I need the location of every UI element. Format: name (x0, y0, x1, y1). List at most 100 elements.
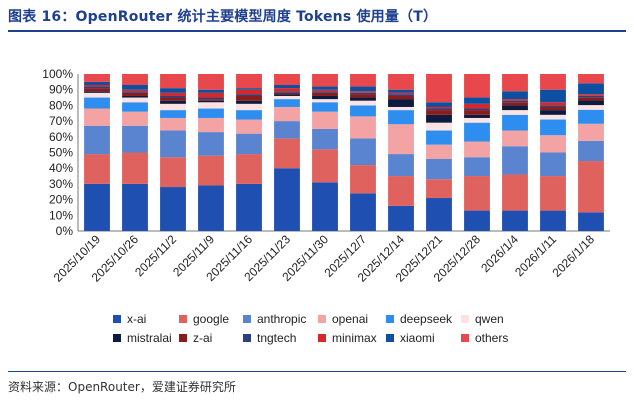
bar-segment-anthropic (464, 157, 490, 177)
bar-segment-x-ai (198, 185, 224, 231)
bar-segment-anthropic (502, 146, 528, 175)
bar-segment-mistralai (426, 114, 452, 123)
bar-segment-minimax (464, 103, 490, 109)
bar-segment-qwen (502, 110, 528, 115)
bar-segment-z-ai (84, 88, 110, 92)
bar-segment-minimax (122, 89, 148, 92)
bar-segment-z-ai (578, 97, 604, 101)
bar-segment-minimax (236, 89, 262, 95)
bar-segment-z-ai (426, 110, 452, 115)
bar-segment-tngtech (198, 97, 224, 100)
bar-segment-deepseek (426, 130, 452, 145)
legend-label-others: others (475, 331, 508, 345)
x-axis-labels: 2025/10/192025/10/262025/11/22025/11/920… (51, 232, 598, 285)
bar-segment-z-ai (464, 110, 490, 115)
legend-label-tngtech: tngtech (257, 331, 296, 345)
bar-segment-tngtech (312, 91, 338, 93)
bar-segment-deepseek (84, 97, 110, 109)
bar-segment-google (388, 176, 414, 206)
bar-segment-openai (464, 141, 490, 158)
bar-segment-xiaomi (122, 84, 148, 90)
bar-segment-x-ai (578, 212, 604, 231)
bar-segment-qwen (464, 117, 490, 123)
bar-segment-others (236, 74, 262, 89)
legend-label-openai: openai (332, 312, 368, 326)
stacked-bar-chart: 0% 10%20% 30% 40%50% 60% 70% 80%90% 100% 2025/1… (42, 67, 610, 345)
bar-segment-others (578, 74, 604, 84)
bar-segment-deepseek (160, 110, 186, 118)
bar-segment-deepseek (122, 102, 148, 112)
bar-segment-others (464, 74, 490, 98)
bar-segment-xiaomi (236, 88, 262, 90)
bar-segment-others (84, 74, 110, 82)
bar-segment-z-ai (502, 102, 528, 106)
bar-segment-tngtech (122, 91, 148, 93)
bar-segment-deepseek (198, 108, 224, 118)
bar-segment-mistralai (84, 91, 110, 93)
x-tick-label: 2026/1/18 (549, 232, 597, 280)
bar-segment-qwen (160, 103, 186, 111)
bar-segment-z-ai (160, 97, 186, 101)
y-tick-label: 50% (49, 146, 73, 160)
bar-segment-qwen (426, 122, 452, 131)
bar-segment-tngtech (578, 95, 604, 98)
bar-segment-z-ai (540, 106, 566, 111)
bar-segment-deepseek (540, 119, 566, 136)
bar-segment-x-ai (236, 183, 262, 231)
bar-segment-anthropic (578, 140, 604, 162)
chart-bars (84, 74, 604, 231)
bar-segment-minimax (578, 94, 604, 96)
bar-segment-qwen (84, 92, 110, 98)
bar-segment-anthropic (274, 121, 300, 139)
legend-swatch-x-ai (113, 315, 121, 323)
bar-segment-deepseek (350, 105, 376, 117)
bar-segment-mistralai (502, 105, 528, 111)
bar-segment-x-ai (274, 168, 300, 231)
bar-segment-mistralai (236, 100, 262, 104)
legend-swatch-qwen (461, 315, 469, 323)
y-tick-label: 70% (49, 114, 73, 128)
bar-segment-openai (160, 117, 186, 131)
bar-segment-minimax (540, 102, 566, 106)
bar-segment-minimax (198, 92, 224, 98)
bar-segment-openai (236, 119, 262, 134)
bar-segment-tngtech (236, 94, 262, 96)
bar-segment-openai (274, 106, 300, 122)
chart-title: 图表 16：OpenRouter 统计主要模型周度 Tokens 使用量（T） (8, 9, 438, 25)
legend-label-anthropic: anthropic (257, 312, 306, 326)
bar-segment-xiaomi (502, 91, 528, 100)
bar-segment-xiaomi (578, 83, 604, 95)
bar-segment-tngtech (274, 91, 300, 93)
bar-segment-mistralai (540, 110, 566, 115)
y-tick-label: 40% (49, 161, 73, 175)
bar-segment-x-ai (122, 183, 148, 231)
bar-segment-z-ai (274, 92, 300, 95)
bar-segment-google (84, 154, 110, 184)
bar-segment-mistralai (198, 100, 224, 103)
bar-segment-xiaomi (426, 102, 452, 107)
bar-segment-z-ai (198, 99, 224, 101)
y-tick-label: 10% (49, 208, 73, 222)
legend-label-qwen: qwen (475, 312, 504, 326)
bar-segment-x-ai (84, 183, 110, 231)
bar-segment-openai (578, 123, 604, 141)
bar-segment-mistralai (388, 99, 414, 107)
bar-segment-qwen (388, 106, 414, 111)
bar-segment-deepseek (464, 122, 490, 142)
bar-segment-mistralai (312, 95, 338, 100)
bar-segment-tngtech (84, 86, 110, 89)
bar-segment-xiaomi (464, 97, 490, 104)
bar-segment-qwen (236, 103, 262, 111)
bar-segment-google (426, 179, 452, 199)
source-note: 资料来源：OpenRouter，爱建证券研究所 (8, 380, 236, 394)
bar-segment-anthropic (236, 133, 262, 155)
y-tick-label: 30% (49, 177, 73, 191)
bar-segment-mistralai (160, 100, 186, 104)
bar-segment-openai (426, 144, 452, 159)
y-tick-label: 90% (49, 83, 73, 97)
bar-segment-xiaomi (388, 89, 414, 93)
bar-segment-anthropic (350, 138, 376, 166)
bar-segment-deepseek (578, 109, 604, 124)
chart-legend: x-ai google anthropic openai deepseek qwen mis… (113, 312, 508, 345)
bar-segment-x-ai (350, 193, 376, 231)
